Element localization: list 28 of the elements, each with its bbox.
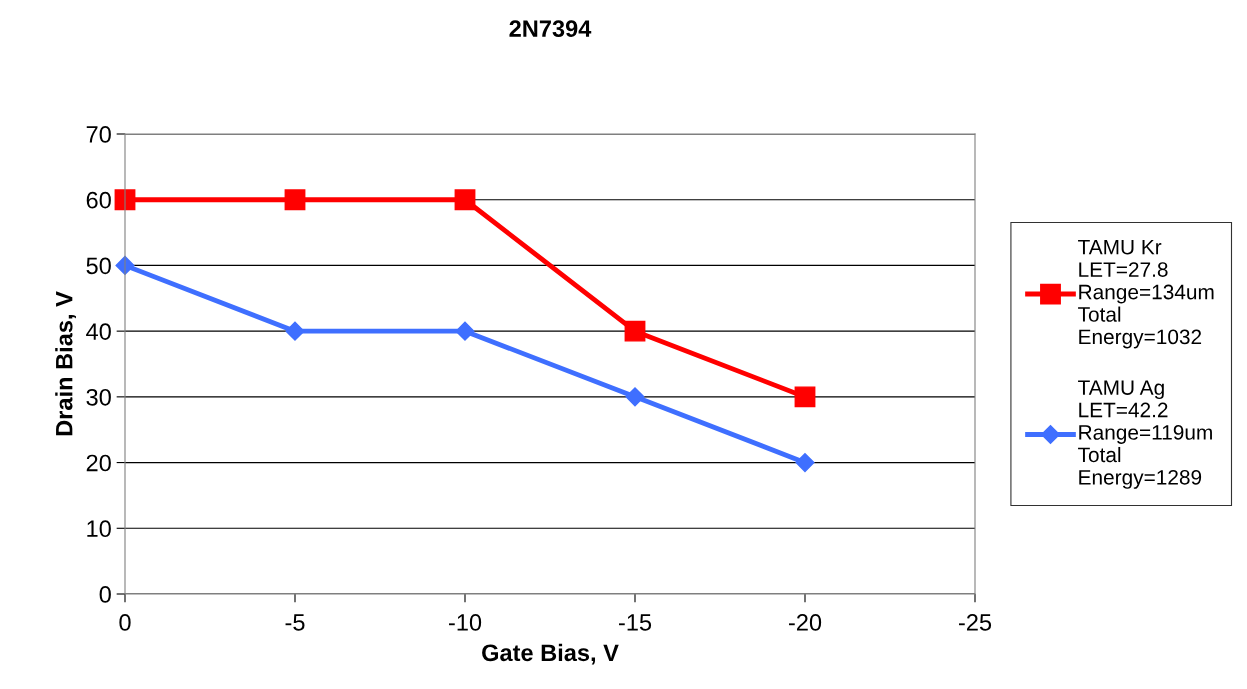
y-tick-label: 0 (99, 586, 111, 603)
x-axis-title: Gate Bias, V (482, 643, 619, 665)
x-tick-label: -10 (448, 614, 482, 631)
y-tick-label: 20 (86, 454, 111, 472)
point (114, 189, 136, 211)
y-tick-label: 50 (86, 257, 111, 275)
x-tick-label: -15 (618, 614, 652, 631)
point (624, 320, 646, 342)
point (795, 453, 815, 473)
x-tick-label: 0 (119, 614, 131, 631)
point (285, 321, 305, 341)
point (455, 321, 475, 341)
point (454, 189, 476, 211)
y-tick-label: 30 (86, 388, 111, 406)
point (284, 189, 306, 211)
y-tick-label: 70 (86, 126, 111, 143)
x-tick-label: -5 (285, 614, 305, 631)
point (794, 386, 816, 408)
y-tick-label: 40 (86, 323, 111, 340)
x-tick-label: -25 (958, 614, 992, 631)
y-tick-label: 60 (86, 191, 111, 209)
y-tick-label: 10 (87, 520, 111, 538)
legend-label: TAMU Kr LET=27.8 Range=134um Total Energy=1032 (1078, 239, 1214, 349)
chart-title: 2N7394 (509, 20, 592, 38)
y-axis-title: Drain Bias, V (55, 291, 76, 436)
x-tick-label: -20 (788, 614, 822, 631)
legend-label: TAMU Ag LET=42.2 Range=119um Total Energy=1289 (1078, 380, 1212, 489)
point (625, 387, 645, 407)
